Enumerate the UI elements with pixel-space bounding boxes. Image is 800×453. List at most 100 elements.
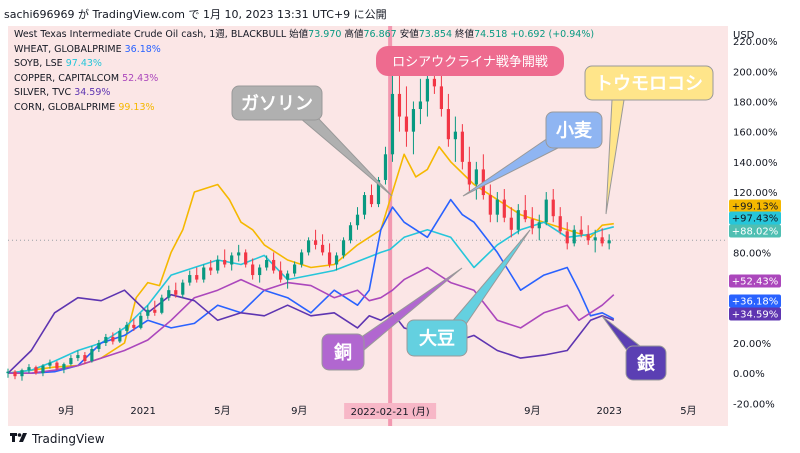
oil-candle-body[interactable] (355, 214, 360, 226)
oil-candle-body[interactable] (579, 229, 583, 235)
oil-candle-body[interactable] (118, 330, 122, 342)
oil-candle-body[interactable] (251, 264, 255, 276)
series-line-2[interactable] (8, 198, 615, 375)
oil-candle-body[interactable] (348, 225, 353, 241)
oil-candle-body[interactable] (600, 237, 604, 244)
legend-close-label: 終値 (455, 29, 475, 40)
oil-candle-body[interactable] (265, 259, 269, 268)
oil-candle-body[interactable] (474, 169, 478, 185)
oil-candle-body[interactable] (209, 267, 213, 271)
oil-candle-body[interactable] (516, 210, 520, 230)
oil-candle-body[interactable] (404, 116, 409, 132)
oil-candle-body[interactable] (272, 259, 276, 271)
oil-candle-body[interactable] (586, 234, 590, 241)
oil-candle-body[interactable] (460, 131, 464, 162)
oil-candle-body[interactable] (223, 259, 227, 265)
oil-candle-body[interactable] (69, 358, 73, 365)
oil-candle-body[interactable] (488, 195, 492, 215)
oil-candle-body[interactable] (132, 324, 136, 328)
oil-candle-body[interactable] (90, 349, 94, 362)
oil-candle-body[interactable] (76, 355, 80, 359)
oil-candle-body[interactable] (34, 367, 38, 374)
oil-candle-body[interactable] (181, 282, 185, 295)
oil-candle-body[interactable] (495, 199, 499, 215)
oil-candle-body[interactable] (467, 161, 471, 185)
oil-candle-body[interactable] (48, 362, 52, 366)
oil-candle-body[interactable] (20, 370, 24, 377)
oil-candle-body[interactable] (160, 297, 164, 313)
oil-candle-body[interactable] (202, 267, 206, 280)
legend-value: 99.13% (118, 101, 155, 113)
oil-candle-body[interactable] (523, 210, 527, 220)
oil-candle-body[interactable] (537, 222, 541, 229)
legend-row-silver[interactable]: SILVER, TVC 34.59% (14, 86, 594, 101)
oil-candle-body[interactable] (188, 275, 192, 283)
oil-candle-body[interactable] (432, 78, 437, 87)
oil-candle-body[interactable] (453, 131, 457, 140)
oil-candle-body[interactable] (558, 216, 562, 232)
oil-candle-body[interactable] (111, 336, 115, 342)
oil-candle-body[interactable] (509, 217, 513, 230)
legend-row-corn[interactable]: CORN, GLOBALPRIME 99.13% (14, 101, 594, 116)
oil-candle-body[interactable] (369, 195, 374, 205)
oil-candle-body[interactable] (230, 255, 234, 265)
oil-candle-body[interactable] (286, 273, 290, 280)
oil-candle-body[interactable] (572, 229, 576, 244)
oil-candle-body[interactable] (216, 259, 220, 271)
oil-candle-body[interactable] (551, 199, 555, 217)
oil-candle-body[interactable] (607, 240, 611, 244)
callout-copper-text: 銅 (334, 341, 352, 363)
series-line-4[interactable] (7, 289, 615, 374)
oil-candle-body[interactable] (146, 309, 150, 316)
oil-candle-body[interactable] (341, 240, 346, 256)
oil-candle-body[interactable] (306, 240, 311, 253)
oil-candle-body[interactable] (593, 237, 597, 241)
oil-candle-body[interactable] (174, 290, 178, 295)
oil-candle-body[interactable] (439, 86, 443, 110)
legend-row-copper[interactable]: COPPER, CAPITALCOM 52.43% (14, 72, 594, 87)
oil-candle-body[interactable] (258, 267, 262, 276)
oil-candle-body[interactable] (104, 336, 108, 343)
oil-candle-body[interactable] (83, 355, 87, 362)
oil-candle-body[interactable] (279, 270, 283, 280)
oil-candle-body[interactable] (153, 309, 157, 313)
legend-row-soyb[interactable]: SOYB, LSE 97.43% (14, 57, 594, 72)
oil-candle-body[interactable] (418, 101, 423, 110)
oil-candle-body[interactable] (530, 219, 534, 229)
oil-candle-body[interactable] (313, 240, 318, 245)
oil-candle-body[interactable] (293, 264, 297, 274)
oil-candle-body[interactable] (27, 367, 31, 371)
oil-candle-body[interactable] (376, 179, 381, 205)
oil-candle-body[interactable] (334, 255, 339, 265)
oil-candle-body[interactable] (446, 109, 450, 140)
oil-candle-body[interactable] (125, 324, 129, 331)
oil-candle-body[interactable] (139, 315, 143, 328)
oil-candle-body[interactable] (55, 362, 59, 369)
legend-row-wheat[interactable]: WHEAT, GLOBALPRIME 36.18% (14, 43, 594, 58)
oil-candle-body[interactable] (327, 252, 332, 265)
oil-candle-body[interactable] (195, 275, 199, 280)
oil-candle-body[interactable] (362, 195, 367, 215)
oil-candle-body[interactable] (62, 364, 66, 369)
oil-candle-body[interactable] (244, 252, 248, 265)
series-line-0[interactable] (7, 146, 614, 374)
oil-candle-body[interactable] (390, 93, 395, 155)
oil-candle-body[interactable] (167, 290, 171, 298)
oil-candle-body[interactable] (97, 342, 101, 350)
oil-candle-body[interactable] (299, 252, 304, 265)
oil-candle-body[interactable] (383, 154, 388, 180)
oil-candle-body[interactable] (320, 244, 325, 253)
oil-candle-body[interactable] (502, 199, 506, 218)
oil-candle-body[interactable] (565, 231, 569, 244)
oil-candle-body[interactable] (237, 252, 241, 256)
oil-candle-body[interactable] (544, 199, 548, 223)
series-line-1[interactable] (7, 221, 615, 374)
oil-candle-body[interactable] (411, 109, 416, 132)
oil-candle-body[interactable] (41, 365, 45, 374)
x-tick-label: 5月 (214, 405, 230, 417)
series-line-3[interactable] (8, 266, 615, 375)
oil-candle-body[interactable] (6, 371, 10, 374)
oil-candle-body[interactable] (13, 371, 17, 377)
oil-candle-body[interactable] (397, 93, 402, 117)
oil-candle-body[interactable] (425, 78, 430, 102)
